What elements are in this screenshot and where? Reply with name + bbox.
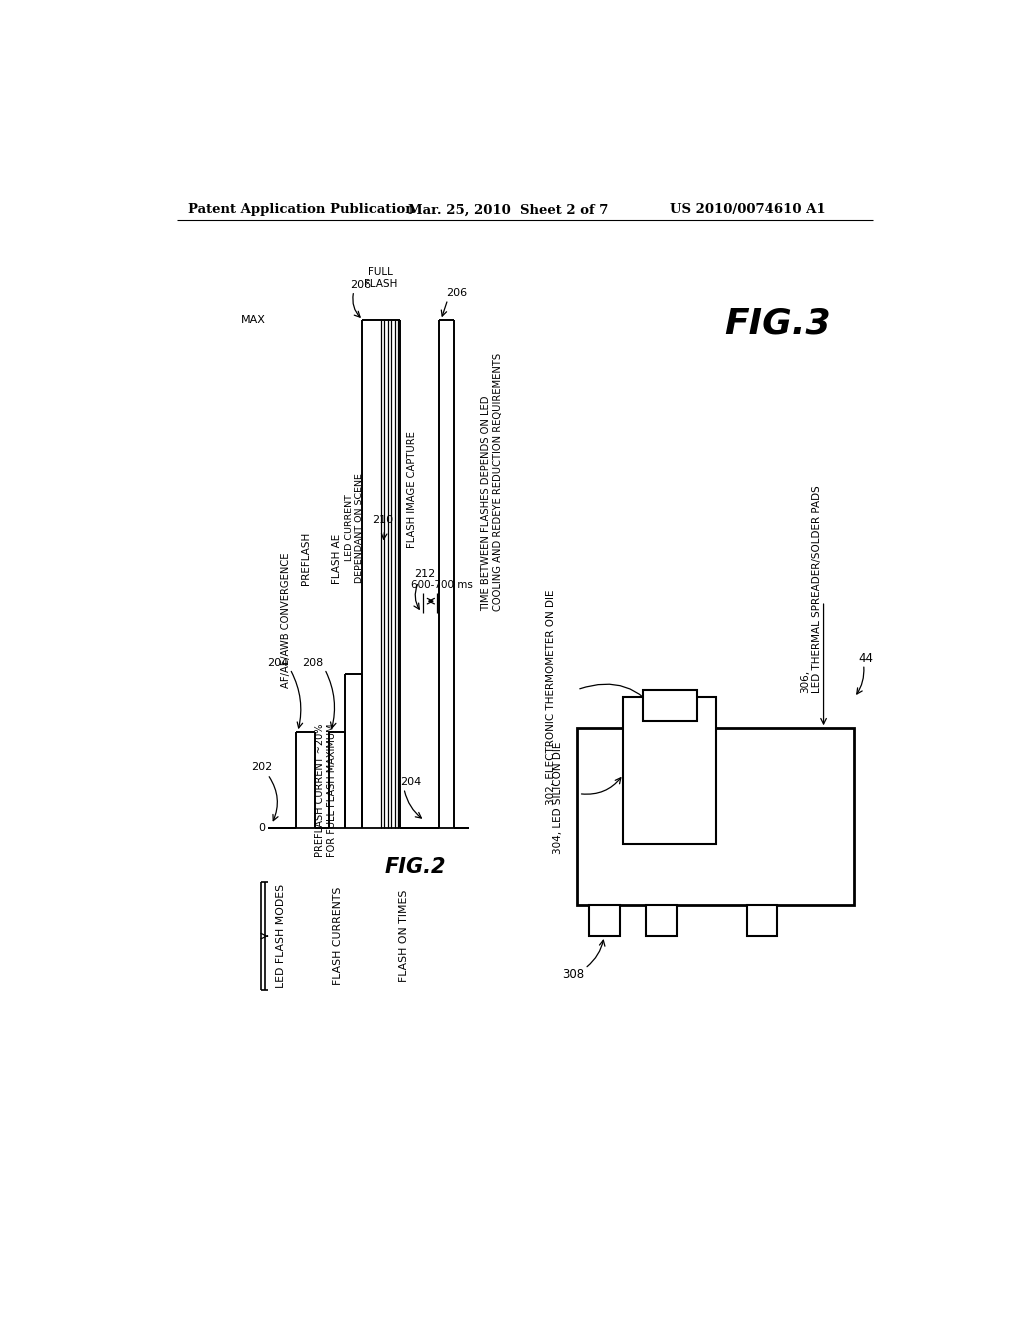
- Text: 204: 204: [267, 657, 289, 668]
- Text: 208: 208: [302, 657, 323, 668]
- Bar: [589, 906, 620, 936]
- Text: 302, ELECTRONIC THERMOMETER ON DIE: 302, ELECTRONIC THERMOMETER ON DIE: [547, 590, 556, 805]
- Text: FLASH ON TIMES: FLASH ON TIMES: [399, 890, 409, 982]
- Text: Mar. 25, 2010  Sheet 2 of 7: Mar. 25, 2010 Sheet 2 of 7: [408, 203, 608, 216]
- Text: US 2010/0074610 A1: US 2010/0074610 A1: [670, 203, 825, 216]
- Text: FULL
FLASH: FULL FLASH: [365, 267, 397, 289]
- Text: FIG.3: FIG.3: [724, 308, 830, 341]
- Text: FIG.2: FIG.2: [385, 857, 446, 876]
- Bar: [643, 689, 696, 721]
- Text: 600-700 ms: 600-700 ms: [412, 579, 473, 590]
- Text: AF/AE/AWB CONVERGENCE: AF/AE/AWB CONVERGENCE: [281, 553, 291, 688]
- Text: LED CURRENT
DEPENDANT ON SCENE: LED CURRENT DEPENDANT ON SCENE: [345, 473, 365, 583]
- Bar: [624, 697, 716, 843]
- Text: 306,
LED THERMAL SPREADER/SOLDER PADS: 306, LED THERMAL SPREADER/SOLDER PADS: [801, 486, 822, 693]
- Text: MAX: MAX: [241, 315, 265, 325]
- Text: FLASH IMAGE CAPTURE: FLASH IMAGE CAPTURE: [407, 432, 417, 548]
- Bar: [646, 906, 677, 936]
- Text: 0: 0: [258, 824, 265, 833]
- Text: 206: 206: [446, 288, 467, 298]
- Text: LED FLASH MODES: LED FLASH MODES: [275, 884, 286, 989]
- Text: 308: 308: [562, 968, 585, 981]
- Bar: [746, 906, 777, 936]
- Text: Patent Application Publication: Patent Application Publication: [188, 203, 415, 216]
- Text: 212: 212: [414, 569, 435, 579]
- Text: 304, LED SILICON DIE: 304, LED SILICON DIE: [553, 742, 562, 854]
- Text: PREFLASH: PREFLASH: [301, 532, 310, 586]
- Text: FLASH CURRENTS: FLASH CURRENTS: [334, 887, 343, 985]
- Text: PREFLASH CURRENT ~20%
FOR FULL FLASH MAXIMUM: PREFLASH CURRENT ~20% FOR FULL FLASH MAX…: [315, 723, 337, 857]
- Text: 202: 202: [251, 762, 272, 772]
- Text: 204: 204: [400, 777, 421, 787]
- Text: FLASH AE: FLASH AE: [332, 533, 342, 583]
- Text: 210: 210: [373, 515, 393, 525]
- Bar: [578, 729, 854, 906]
- Text: 44: 44: [858, 652, 873, 665]
- Text: 206: 206: [350, 280, 371, 290]
- Text: TIME BETWEEN FLASHES DEPENDS ON LED
COOLING AND REDEYE REDUCTION REQUIREMENTS: TIME BETWEEN FLASHES DEPENDS ON LED COOL…: [481, 352, 503, 611]
